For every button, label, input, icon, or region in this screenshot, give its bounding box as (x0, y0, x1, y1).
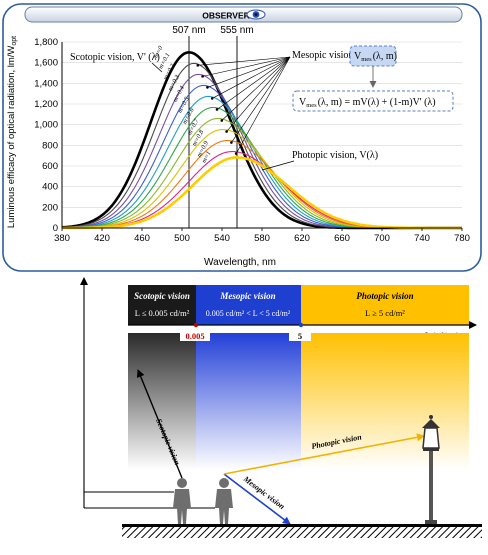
scotopic-leader (151, 62, 163, 73)
scotopic-gradient (128, 333, 196, 470)
photopic-annotation: Photopic vision, V(λ) (292, 150, 378, 161)
fan-leader (216, 56, 291, 110)
fan-leader (212, 56, 291, 99)
x-tick-label: 620 (294, 233, 310, 244)
y-tick-label: 1,000 (34, 120, 58, 131)
peak-marker (220, 119, 224, 122)
fan-leader (202, 56, 291, 77)
x-tick-label: 540 (214, 233, 230, 244)
ground-line (122, 524, 482, 527)
y-tick-label: 800 (42, 140, 58, 151)
mesopic-band (196, 285, 301, 325)
photopic-title: Photopic vision (356, 291, 413, 301)
mark-low: 0.005 (185, 331, 204, 341)
observer-header (24, 6, 463, 23)
scotopic-annotation: Scotopic vision, V' (λ) (70, 52, 160, 63)
scotopic-ray (136, 369, 183, 479)
mesopic-range: 0.005 cd/m² < L < 5 cd/m² (206, 309, 291, 318)
photopic-leader (261, 160, 295, 171)
ref-label-555: 555 nm (220, 25, 253, 36)
mesopic-gradient (196, 333, 301, 470)
y-tick-label: 400 (42, 182, 58, 193)
fan-leader (226, 56, 291, 132)
x-tick-label: 500 (174, 233, 190, 244)
photopic-band (301, 285, 469, 325)
y-tick-label: 1,200 (34, 99, 58, 110)
y-axis-label: Luminous efficacy of optical radiation, … (6, 36, 18, 228)
eye-icon (246, 9, 266, 20)
formula-box (292, 90, 454, 112)
photopic-gradient (301, 333, 469, 470)
y-tick-label: 1,800 (34, 37, 58, 48)
y-tick-label: 1,600 (34, 58, 58, 69)
x-tick-label: 780 (454, 233, 470, 244)
photopic-range: L ≥ 5 cd/m² (365, 308, 405, 318)
scotopic-band (128, 285, 196, 325)
mark-low-bg (180, 330, 210, 341)
peak-marker (206, 86, 209, 89)
mark-high: 5 (298, 331, 302, 341)
mesopic-symbol: Vmes(λ, m) (354, 51, 397, 63)
ref-label-507: 507 nm (172, 25, 205, 36)
threshold-low-dot (193, 322, 199, 328)
x-axis-label: Wavelength, nm (204, 257, 276, 268)
plot-area: m=0m=0.1m=0.2m=0.3m=0.4m=0.5m=0.6m=0.7m=… (34, 36, 470, 244)
peak-marker (225, 130, 228, 133)
x-tick-label: 580 (254, 233, 270, 244)
x-tick-label: 380 (54, 233, 70, 244)
scotopic-range: L ≤ 0.005 cd/m² (135, 308, 190, 318)
observer-figure-scotopic (173, 478, 191, 524)
peak-marker (215, 108, 219, 111)
series-label: m=1 (201, 150, 213, 164)
y-tick-label: 1,400 (34, 78, 58, 89)
threshold-high-dot (298, 322, 304, 328)
peak-marker (230, 141, 233, 144)
y-tick-label: 200 (42, 202, 58, 213)
formula-text: Vmes(λ, m) = mV(λ) + (1-m)V' (λ) (299, 97, 436, 109)
fan-leader (231, 56, 291, 143)
ground-hatch (122, 527, 482, 538)
y-tick-label: 600 (42, 161, 58, 172)
fan-leader (221, 56, 291, 121)
mesopic-title: Mesopic vision (219, 291, 275, 301)
y-tick-label: 0 (53, 223, 58, 234)
x-tick-label: 460 (134, 233, 150, 244)
scotopic-title: Scotopic vision (134, 291, 190, 301)
peak-marker (234, 152, 238, 155)
mark-high-bg (289, 330, 311, 341)
mesopic-ray (223, 473, 291, 525)
x-tick-label: 660 (334, 233, 350, 244)
fan-leader (197, 56, 291, 66)
observer-figure-mesopic (215, 478, 233, 524)
x-tick-label: 420 (94, 233, 110, 244)
x-tick-label: 700 (374, 233, 390, 244)
peak-marker (196, 64, 200, 67)
fan-leader (207, 56, 291, 88)
x-tick-label: 740 (414, 233, 430, 244)
peak-marker (201, 75, 204, 78)
photopic-ray (223, 433, 425, 475)
fan-leader (235, 56, 291, 154)
observer-title: OBSERVER (202, 11, 250, 21)
mesopic-leader-fan (196, 56, 291, 155)
mesopic-annotation: Mesopic vision, (292, 50, 356, 61)
peak-marker (210, 97, 214, 100)
street-lamp (422, 415, 440, 524)
